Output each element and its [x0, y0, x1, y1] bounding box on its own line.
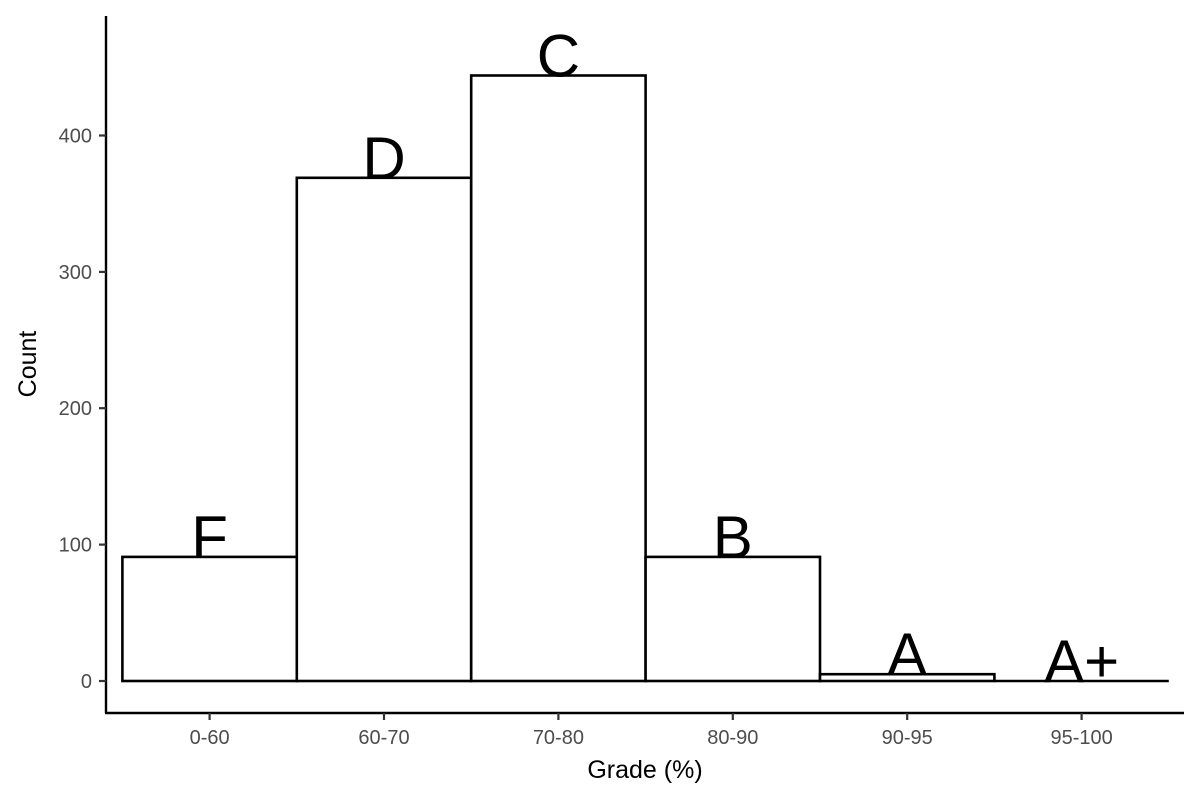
- bar-90-95: [818, 672, 996, 683]
- x-tick-label: 70-80: [533, 727, 584, 749]
- bar-label-A: A: [887, 621, 927, 688]
- bar-60-70: [295, 176, 473, 683]
- x-ticks-layer: 0-60 60-70 70-80 80-90 90-95 95-100: [190, 713, 1113, 749]
- x-tick-label: 60-70: [358, 727, 409, 749]
- bar-70-80: [469, 74, 647, 683]
- y-tick-label: 100: [59, 535, 92, 557]
- bars-layer: [121, 74, 1169, 683]
- y-tick-label: 300: [59, 262, 92, 284]
- bar-0-60: [121, 555, 299, 683]
- bar-80-90: [644, 555, 822, 683]
- bar-label-F: F: [191, 504, 228, 571]
- x-axis-title: Grade (%): [587, 756, 702, 784]
- y-ticks-layer: 0 100 200 300 400: [59, 126, 106, 693]
- bar-label-D: D: [362, 125, 405, 192]
- y-axis-title: Count: [14, 331, 42, 398]
- x-tick-label: 90-95: [882, 727, 933, 749]
- y-tick-label: 400: [59, 126, 92, 148]
- bar-label-B: B: [713, 504, 753, 571]
- x-tick-label: 95-100: [1050, 727, 1112, 749]
- y-tick-label: 200: [59, 398, 92, 420]
- bar-label-C: C: [537, 23, 580, 90]
- bar-labels-layer: F D C B A A+: [191, 23, 1119, 696]
- x-tick-label: 0-60: [190, 727, 230, 749]
- x-tick-label: 80-90: [707, 727, 758, 749]
- bar-label-A+: A+: [1044, 628, 1119, 695]
- y-tick-label: 0: [81, 671, 92, 693]
